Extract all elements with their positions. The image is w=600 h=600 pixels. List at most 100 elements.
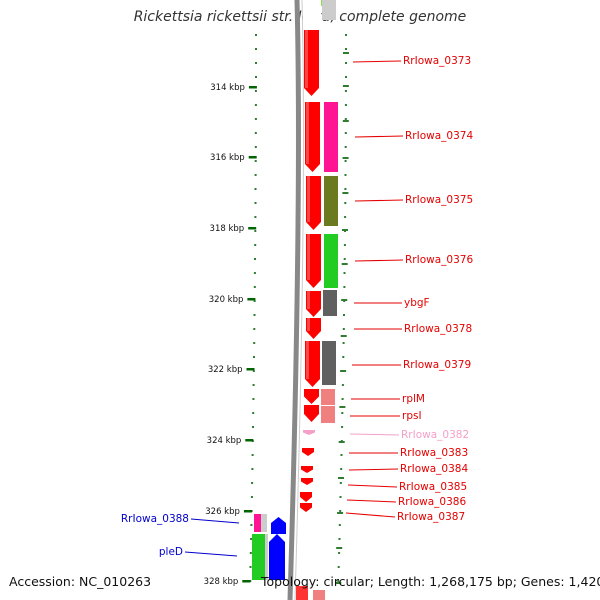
track-dot bbox=[341, 426, 344, 428]
track-dot bbox=[250, 538, 253, 540]
gene-label: pleD bbox=[159, 546, 183, 558]
label-leader bbox=[354, 135, 404, 138]
track-tick bbox=[342, 120, 349, 122]
track-tick bbox=[342, 85, 349, 87]
track-dot bbox=[251, 468, 254, 470]
scale-tick-label: 324 kbp bbox=[207, 436, 242, 446]
skew-track-ring bbox=[337, 34, 347, 582]
label-leader bbox=[354, 199, 404, 202]
gene-label: RrIowa_0384 bbox=[400, 463, 468, 475]
label-leader bbox=[349, 433, 400, 436]
track-dot bbox=[254, 202, 257, 204]
track-dot bbox=[249, 566, 252, 568]
gene-label: rplM bbox=[402, 393, 425, 405]
track-dot bbox=[252, 426, 254, 428]
track-tick bbox=[335, 582, 342, 584]
track-dot bbox=[344, 104, 347, 106]
cds-fragment bbox=[296, 586, 308, 600]
track-dot bbox=[345, 62, 347, 64]
gc-track-ring bbox=[249, 34, 257, 582]
track-dot bbox=[253, 342, 256, 344]
scale-tick bbox=[242, 580, 251, 583]
track-tick bbox=[342, 192, 349, 194]
cds-arrow bbox=[303, 430, 315, 435]
label-leader bbox=[190, 518, 240, 524]
scale-tick-label: 314 kbp bbox=[210, 83, 245, 93]
cog-block bbox=[324, 102, 338, 172]
cds-shading bbox=[307, 291, 310, 309]
track-dot bbox=[338, 538, 341, 540]
scale-tick-label: 316 kbp bbox=[210, 153, 245, 163]
track-dot bbox=[254, 104, 257, 106]
track-tick bbox=[340, 335, 347, 337]
cog-block bbox=[323, 290, 337, 316]
track-dot bbox=[344, 160, 347, 162]
track-dot bbox=[254, 90, 257, 92]
track-dot bbox=[345, 76, 347, 78]
track-dot bbox=[343, 286, 346, 288]
cog-block bbox=[254, 514, 261, 532]
track-dot bbox=[253, 356, 255, 358]
cds-arrow bbox=[300, 503, 312, 512]
scale-tick bbox=[248, 156, 257, 159]
track-dot bbox=[341, 384, 344, 386]
track-dot bbox=[338, 552, 341, 554]
label-leader bbox=[354, 259, 404, 262]
scale-tick bbox=[243, 510, 252, 513]
track-dot bbox=[254, 118, 257, 120]
cds-shading bbox=[306, 341, 309, 379]
track-dot bbox=[253, 272, 256, 274]
track-dot bbox=[344, 202, 347, 204]
gene-label: RrIowa_0385 bbox=[399, 481, 467, 493]
track-dot bbox=[255, 34, 257, 36]
track-dot bbox=[342, 356, 345, 358]
cds-arrow bbox=[301, 478, 313, 485]
track-dot bbox=[250, 496, 253, 498]
track-dot bbox=[249, 552, 252, 554]
track-dot bbox=[340, 454, 343, 456]
label-leader bbox=[345, 512, 396, 518]
track-dot bbox=[252, 370, 255, 372]
gene-label: ybgF bbox=[404, 297, 430, 309]
track-dot bbox=[252, 398, 255, 400]
map-title: Rickettsia rickettsii str. Iowa, complet… bbox=[133, 9, 467, 25]
track-dot bbox=[342, 342, 345, 344]
track-tick bbox=[338, 477, 344, 479]
track-dot bbox=[254, 258, 256, 260]
scale-tick bbox=[246, 368, 255, 371]
cog-block bbox=[265, 534, 268, 580]
cog-block bbox=[321, 389, 335, 405]
track-dot bbox=[254, 160, 257, 162]
track-dot bbox=[254, 230, 257, 232]
track-dot bbox=[254, 132, 257, 134]
cds-shading bbox=[306, 102, 309, 164]
track-dot bbox=[344, 132, 347, 134]
cds-arrow-reverse bbox=[269, 534, 285, 580]
track-dot bbox=[340, 468, 343, 470]
track-dot bbox=[254, 188, 257, 190]
track-dot bbox=[251, 454, 254, 456]
cds-arrow bbox=[301, 466, 313, 473]
cog-block bbox=[252, 534, 265, 580]
gene-label: RrIowa_0382 bbox=[401, 429, 469, 441]
gap bbox=[303, 0, 321, 28]
gene-label: RrIowa_0386 bbox=[398, 496, 466, 508]
track-dot bbox=[339, 496, 342, 498]
cds-shading bbox=[307, 176, 310, 222]
scale-tick-label: 322 kbp bbox=[208, 365, 243, 375]
scale-tick bbox=[248, 86, 257, 89]
cds-shading bbox=[307, 234, 310, 280]
gene-label: RrIowa_0378 bbox=[404, 323, 472, 335]
genome-summary-text: Topology: circular; Length: 1,268,175 bp… bbox=[261, 574, 600, 589]
track-tick bbox=[341, 299, 348, 301]
scale-tick bbox=[247, 298, 256, 301]
track-dot bbox=[255, 48, 257, 50]
gene-label: RrIowa_0383 bbox=[400, 447, 468, 459]
label-leader bbox=[184, 551, 238, 557]
track-dot bbox=[344, 118, 347, 120]
label-leader bbox=[347, 484, 398, 488]
track-dot bbox=[344, 174, 347, 176]
track-dot bbox=[255, 76, 257, 78]
track-dot bbox=[254, 244, 257, 246]
